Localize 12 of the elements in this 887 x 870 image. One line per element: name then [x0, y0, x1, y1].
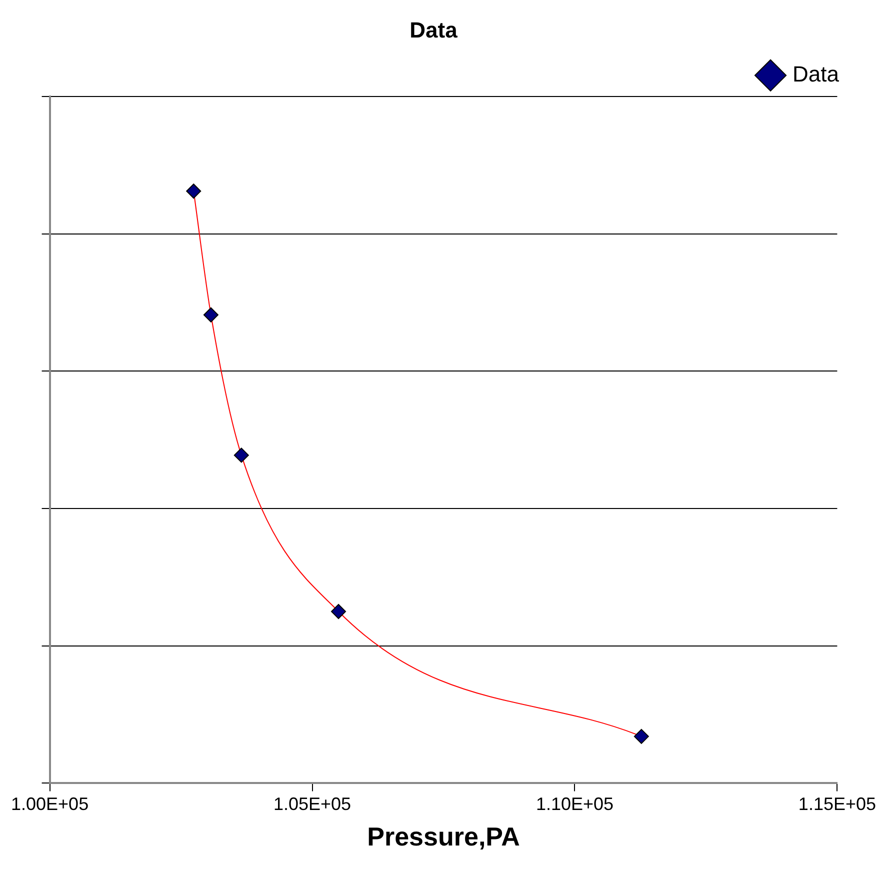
chart-title: Data: [410, 17, 458, 42]
legend-label: Data: [792, 61, 840, 86]
point: [331, 604, 346, 619]
point: [234, 448, 249, 463]
point: [203, 307, 218, 322]
x-tick-label: 1.05E+05: [273, 794, 352, 814]
x-axis-title: Pressure,PA: [367, 822, 520, 852]
point: [634, 728, 649, 744]
x-tick-label: 1.00E+05: [10, 794, 89, 814]
x-tick-label: 1.10E+05: [536, 794, 614, 814]
x-tick-label: 1.15E+05: [798, 794, 876, 814]
point: [186, 184, 202, 199]
